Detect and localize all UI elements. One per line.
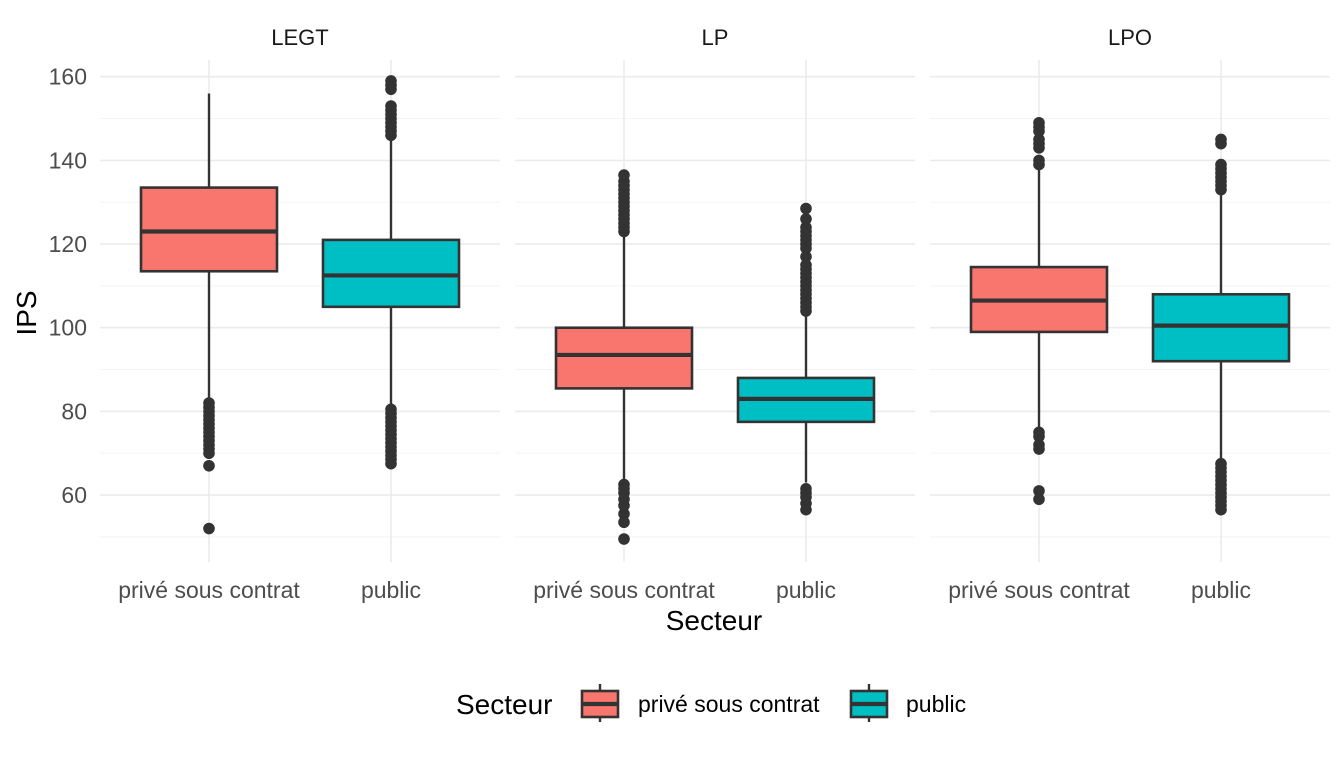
outlier-point — [1033, 133, 1045, 146]
facet-panels: LEGT privé sous contrat public LP privé sous… — [100, 25, 1330, 603]
facet-panel-legt: LEGT privé sous contrat public — [100, 25, 500, 603]
outlier-point — [385, 75, 397, 87]
x-axis-title: Secteur — [666, 605, 763, 636]
legend-key-public — [849, 684, 889, 722]
x-tick-label: public — [1191, 577, 1251, 603]
y-tick-label: 60 — [61, 482, 87, 508]
outlier-point — [203, 459, 215, 472]
outlier-point — [1033, 493, 1045, 506]
box-lpo-public — [1151, 133, 1291, 516]
outlier-point — [1215, 457, 1227, 470]
facet-panel-lpo: LPO privé sous contrat public — [930, 25, 1330, 603]
outlier-point — [800, 259, 812, 271]
legend: Secteur privé sous contrat public — [456, 684, 966, 722]
outlier-point — [800, 213, 812, 225]
outlier-point — [385, 403, 397, 416]
facet-label: LP — [702, 25, 729, 50]
legend-title: Secteur — [456, 689, 553, 720]
outlier-point — [1033, 426, 1045, 439]
outlier-point — [1033, 116, 1045, 129]
outlier-point — [1215, 158, 1227, 171]
box-lp-public — [736, 202, 876, 516]
legend-label: privé sous contrat — [638, 691, 820, 717]
outlier-point — [1033, 154, 1045, 167]
outlier-point — [1033, 485, 1045, 497]
outlier-point — [385, 100, 397, 112]
outlier-point — [618, 533, 630, 545]
outlier-point — [800, 482, 812, 495]
legend-key-prive — [580, 684, 620, 722]
y-tick-label: 160 — [49, 64, 87, 90]
y-tick-label: 120 — [49, 231, 87, 257]
y-tick-label: 80 — [61, 398, 87, 424]
y-axis: 60 80 100 120 140 160 — [49, 64, 87, 508]
box-legt-public — [321, 75, 461, 470]
outlier-point — [618, 516, 630, 529]
facet-label: LPO — [1108, 25, 1152, 50]
outlier-point — [800, 250, 812, 263]
y-axis-title: IPS — [11, 290, 42, 335]
x-tick-label: privé sous contrat — [948, 577, 1130, 603]
x-tick-label: public — [776, 577, 836, 603]
facet-panel-lp: LP privé sous contrat public — [515, 25, 915, 603]
box-legt-prive — [139, 93, 279, 535]
outlier-point — [203, 522, 215, 535]
outlier-point — [618, 508, 630, 520]
outlier-point — [800, 221, 812, 234]
x-tick-label: public — [361, 577, 421, 603]
box-iqr — [554, 326, 694, 390]
box-lp-prive — [554, 169, 694, 545]
y-tick-label: 140 — [49, 147, 87, 173]
outlier-point — [203, 397, 215, 409]
outlier-point — [618, 169, 630, 181]
facet-label: LEGT — [271, 25, 328, 50]
x-tick-label: privé sous contrat — [533, 577, 715, 603]
y-tick-label: 100 — [49, 315, 87, 341]
legend-label: public — [906, 691, 966, 717]
box-lpo-prive — [969, 116, 1109, 506]
outlier-point — [800, 202, 812, 215]
outlier-point — [618, 478, 630, 491]
x-tick-label: privé sous contrat — [118, 577, 300, 603]
outlier-point — [1033, 439, 1045, 451]
outlier-point — [1215, 133, 1227, 146]
